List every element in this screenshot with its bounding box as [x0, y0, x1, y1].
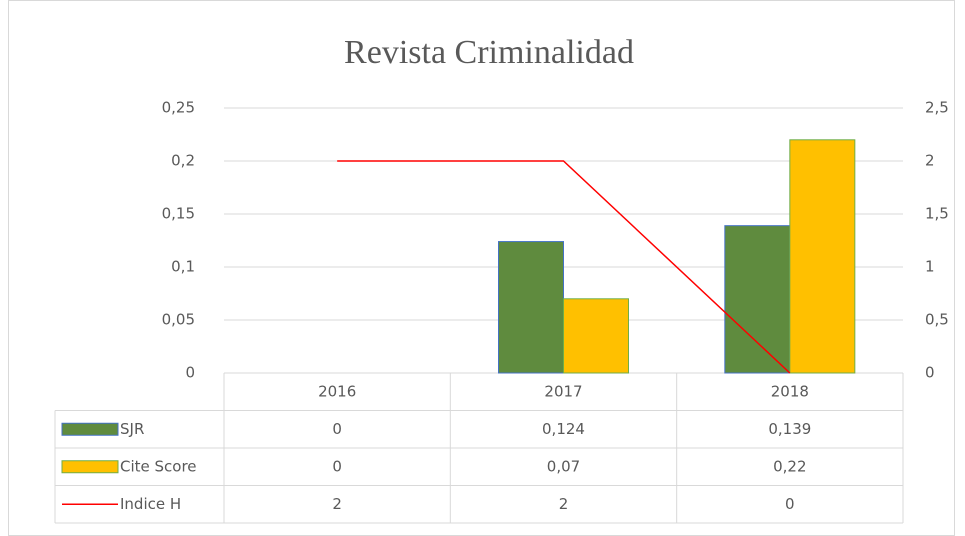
bar: [724, 225, 791, 374]
y-tick-label: 0,15: [162, 205, 195, 223]
y-tick-label: 0,25: [162, 99, 195, 117]
legend-label: Indice H: [120, 495, 181, 513]
legend-key: [61, 422, 119, 436]
table-cell: 0: [785, 495, 795, 513]
table-cell: 0: [332, 457, 342, 475]
y-tick-label: 0: [185, 364, 195, 382]
y2-tick-label: 0,5: [925, 311, 949, 329]
table-cell: 0: [332, 420, 342, 438]
bar: [498, 241, 564, 374]
table-cell: 0,139: [768, 420, 811, 438]
line-series: [337, 160, 791, 374]
table-cell: 2: [559, 495, 569, 513]
legend-label: SJR: [120, 420, 144, 438]
table-cell: 2: [332, 495, 342, 513]
y2-tick-label: 1,5: [925, 205, 949, 223]
y2-tick-label: 0: [925, 364, 935, 382]
bar: [563, 298, 629, 374]
y-tick-label: 0,2: [171, 152, 195, 170]
table-cell: 0,124: [542, 420, 585, 438]
x-tick-label: 2017: [544, 382, 582, 400]
y-tick-label: 0,1: [171, 258, 195, 276]
bar: [789, 139, 856, 374]
y2-tick-label: 2,5: [925, 99, 949, 117]
y-tick-label: 0,05: [162, 311, 195, 329]
x-tick-label: 2018: [771, 382, 809, 400]
y2-tick-label: 1: [925, 258, 935, 276]
x-tick-label: 2016: [318, 382, 356, 400]
chart-title: Revista Criminalidad: [344, 34, 634, 71]
table-cell: 0,07: [547, 457, 580, 475]
y2-tick-label: 2: [925, 152, 935, 170]
legend-key: [61, 460, 119, 474]
table-cell: 0,22: [773, 457, 806, 475]
legend-label: Cite Score: [120, 457, 197, 475]
